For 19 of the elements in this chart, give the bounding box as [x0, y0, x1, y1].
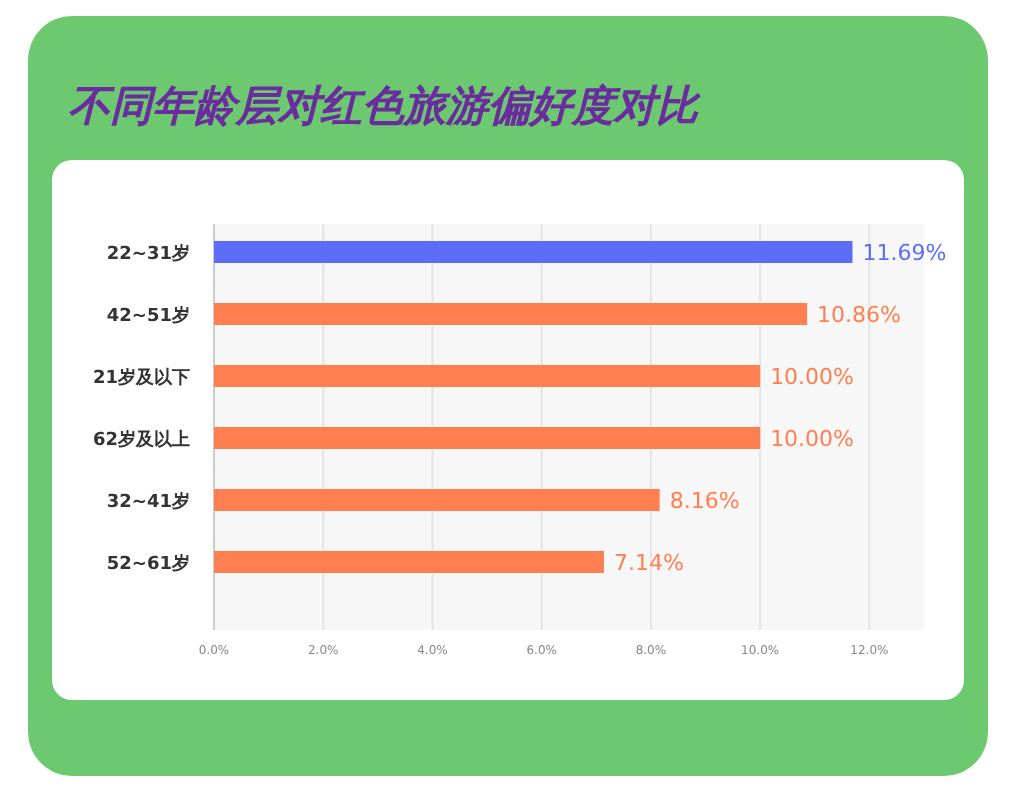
bar — [214, 303, 808, 325]
y-tick-label: 42~51岁 — [106, 305, 190, 327]
data-label: 10.00% — [770, 426, 855, 452]
data-label: 10.00% — [770, 364, 855, 390]
chart-title: 不同年龄层对红色旅游偏好度对比 — [68, 82, 702, 130]
y-tick-label: 32~41岁 — [106, 491, 190, 513]
data-label: 10.86% — [817, 302, 902, 328]
y-tick-label: 21岁及以下 — [92, 367, 190, 389]
bar — [214, 241, 853, 263]
y-tick-label: 52~61岁 — [106, 553, 190, 575]
data-label: 8.16% — [669, 488, 740, 514]
bar — [214, 489, 660, 511]
bar — [214, 551, 604, 573]
bar — [214, 427, 761, 449]
data-label: 7.14% — [613, 550, 684, 576]
data-label: 11.69% — [862, 240, 947, 266]
bar — [214, 365, 761, 387]
y-tick-label: 22~31岁 — [106, 243, 190, 265]
y-tick-label: 62岁及以上 — [92, 429, 190, 451]
